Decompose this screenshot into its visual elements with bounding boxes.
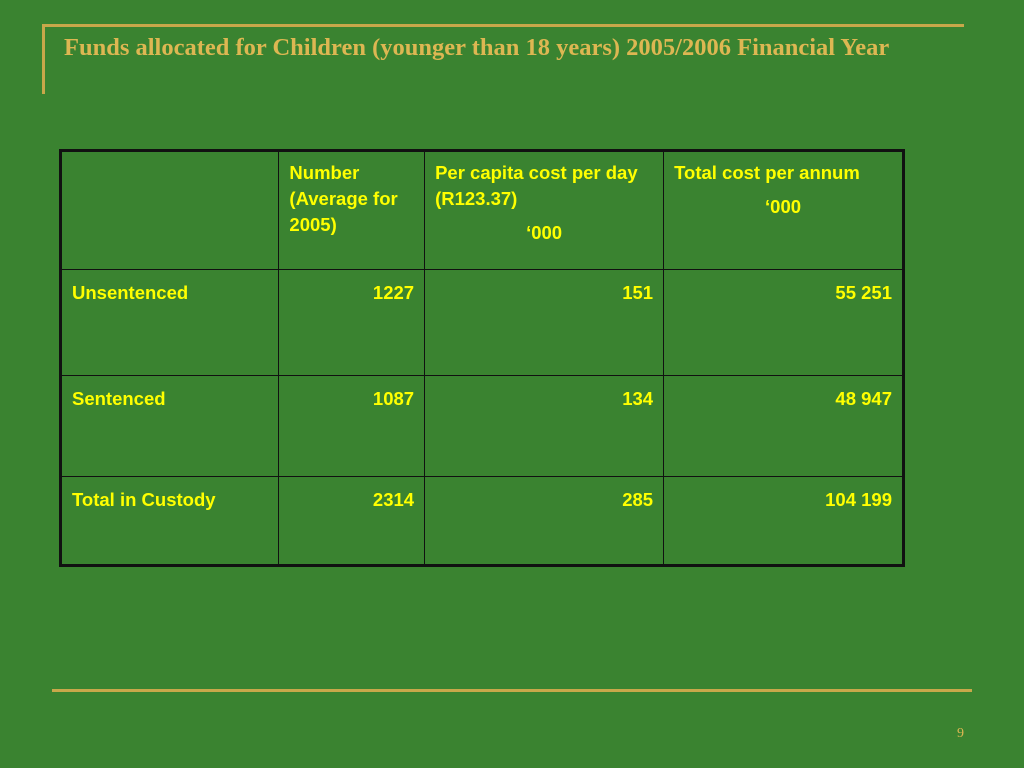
row-label: Total in Custody (59, 476, 280, 566)
header-total: Total cost per annum ‘000 (663, 150, 904, 270)
row-label: Unsentenced (59, 269, 280, 376)
row-label: Sentenced (59, 375, 280, 477)
header-total-unit: ‘000 (765, 196, 802, 217)
header-per-capita: Per capita cost per day (R123.37) ‘000 (424, 150, 665, 270)
header-number: Number (Average for 2005) (278, 150, 426, 270)
bottom-rule (52, 689, 972, 692)
row-per-capita: 134 (424, 375, 665, 477)
row-total: 104 199 (663, 476, 904, 566)
header-corner-cell (59, 150, 280, 270)
slide-title: Funds allocated for Children (younger th… (64, 34, 890, 61)
left-rule (42, 24, 45, 94)
row-number: 1227 (278, 269, 426, 376)
row-number: 2314 (278, 476, 426, 566)
table-row: Unsentenced 1227 151 55 251 (59, 269, 904, 376)
header-per-capita-unit: ‘000 (526, 222, 563, 243)
header-total-label: Total cost per annum (674, 162, 860, 183)
row-per-capita: 151 (424, 269, 665, 376)
header-number-label: Number (Average for 2005) (289, 162, 398, 235)
row-per-capita: 285 (424, 476, 665, 566)
funds-table: Number (Average for 2005) Per capita cos… (59, 149, 905, 567)
header-per-capita-label: Per capita cost per day (R123.37) (435, 162, 638, 209)
page-number: 9 (957, 726, 964, 741)
table-row: Total in Custody 2314 285 104 199 (59, 476, 904, 566)
top-rule (42, 24, 964, 27)
table-header-row: Number (Average for 2005) Per capita cos… (59, 150, 904, 270)
row-total: 48 947 (663, 375, 904, 477)
row-total: 55 251 (663, 269, 904, 376)
table-row: Sentenced 1087 134 48 947 (59, 375, 904, 477)
row-number: 1087 (278, 375, 426, 477)
